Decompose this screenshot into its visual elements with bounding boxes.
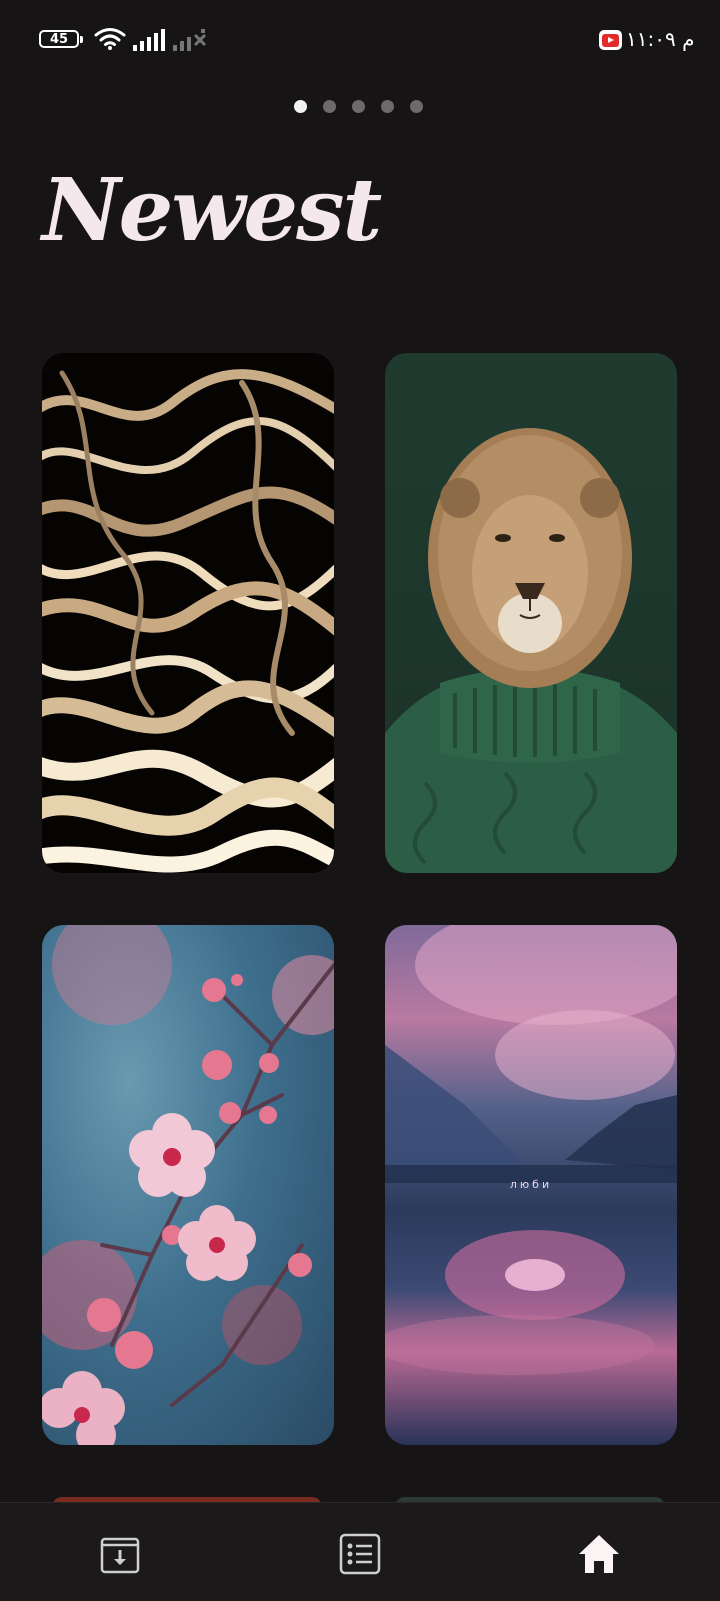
youtube-icon xyxy=(599,30,622,50)
wallpaper-image xyxy=(42,925,334,1445)
wallpaper-image xyxy=(385,925,677,1375)
bottom-navigation xyxy=(0,1502,720,1601)
clock: م ١١:٠٩ xyxy=(626,27,695,51)
signal-off-icon xyxy=(173,29,207,51)
wallpaper-card-cherry-blossoms[interactable] xyxy=(42,925,334,1445)
signal-icon xyxy=(133,29,165,51)
page-dot-3[interactable] xyxy=(352,100,365,113)
status-bar: 45 م ١١:٠٩ xyxy=(0,0,720,82)
wifi-icon xyxy=(94,28,126,50)
page-indicator xyxy=(294,100,423,113)
page-dot-1[interactable] xyxy=(294,100,307,113)
battery-level: 45 xyxy=(49,31,69,47)
battery-icon: 45 xyxy=(39,30,83,48)
wallpaper-image xyxy=(42,353,334,873)
wallpaper-card-lion[interactable] xyxy=(385,353,677,873)
page-dot-2[interactable] xyxy=(323,100,336,113)
page-dot-4[interactable] xyxy=(381,100,394,113)
wallpaper-caption: люби xyxy=(509,1178,553,1191)
home-icon[interactable] xyxy=(578,1533,620,1575)
wallpaper-card-liquid-gold[interactable] xyxy=(42,353,334,873)
wallpaper-card-misty-lake[interactable]: люби xyxy=(385,925,677,1445)
list-icon[interactable] xyxy=(339,1533,381,1575)
wallpaper-image xyxy=(385,428,677,873)
page-title: Newest xyxy=(42,160,382,261)
page-dot-5[interactable] xyxy=(410,100,423,113)
download-icon[interactable] xyxy=(99,1533,141,1575)
